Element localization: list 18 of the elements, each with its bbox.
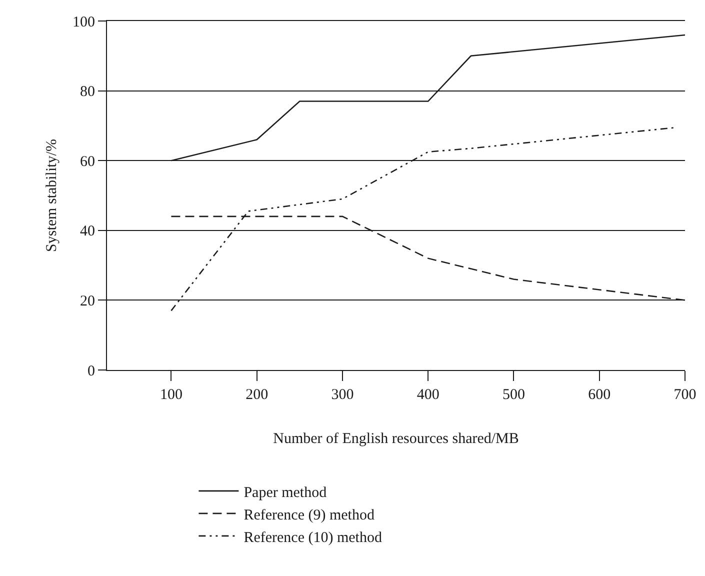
- legend-label: Reference (10) method: [244, 530, 382, 546]
- x-tick-label: 400: [416, 387, 440, 403]
- x-tick-label: 200: [246, 387, 268, 403]
- y-tick-label: 20: [80, 293, 95, 310]
- y-tick-label: 40: [80, 224, 95, 240]
- y-tick-label: 100: [72, 14, 95, 30]
- x-tick-label: 300: [331, 387, 354, 403]
- y-tick-label: 0: [88, 363, 95, 380]
- x-tick-label: 100: [160, 387, 182, 403]
- legend-label: Paper method: [244, 484, 328, 501]
- x-tick-label: 700: [674, 387, 696, 403]
- x-axis-title: Number of English resources shared/MB: [273, 431, 519, 447]
- y-axis-title: System stability/%: [44, 139, 60, 252]
- legend-label: Reference (9) method: [244, 507, 375, 524]
- x-tick-label: 500: [502, 387, 525, 403]
- y-tick-label: 60: [80, 154, 95, 170]
- x-tick-label: 600: [588, 387, 611, 403]
- y-tick-label: 80: [80, 84, 95, 100]
